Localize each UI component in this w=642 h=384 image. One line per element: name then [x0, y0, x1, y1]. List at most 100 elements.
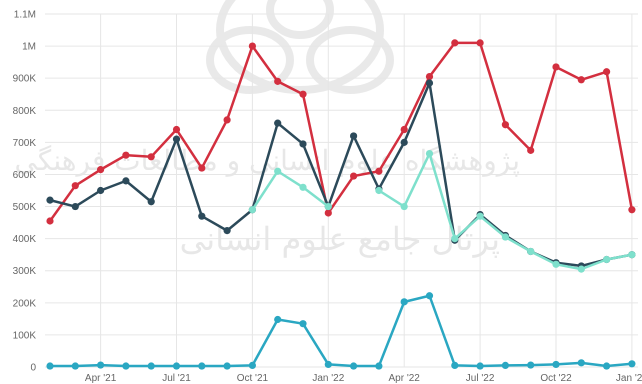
series-point[interactable] — [425, 79, 434, 87]
y-tick-label: 200K — [13, 298, 37, 309]
series-point[interactable] — [274, 315, 282, 324]
series-point[interactable] — [628, 360, 636, 368]
series-point[interactable] — [248, 42, 256, 50]
series-point[interactable] — [97, 361, 105, 369]
series-point[interactable] — [274, 119, 282, 127]
series-point[interactable] — [71, 202, 79, 211]
series-point[interactable] — [375, 186, 383, 195]
series-point[interactable] — [350, 362, 358, 370]
series-point[interactable] — [375, 167, 383, 175]
series-point[interactable] — [172, 125, 181, 134]
y-tick-label: 800K — [13, 106, 37, 117]
series-point[interactable] — [527, 146, 535, 154]
x-tick-label: Jan '23 — [616, 373, 642, 384]
series-point[interactable] — [324, 202, 332, 211]
series-point[interactable] — [501, 121, 509, 129]
series-point[interactable] — [223, 227, 231, 235]
series-point[interactable] — [552, 360, 560, 369]
y-tick-label: 300K — [13, 266, 37, 277]
y-tick-label: 700K — [13, 138, 37, 149]
y-tick-label: 600K — [13, 170, 37, 181]
series-point[interactable] — [274, 77, 282, 85]
series-point[interactable] — [274, 167, 282, 175]
series-point[interactable] — [501, 361, 509, 369]
series-point[interactable] — [223, 116, 231, 124]
series-point[interactable] — [577, 359, 585, 367]
series-point[interactable] — [122, 362, 130, 370]
series-point[interactable] — [425, 292, 434, 300]
series-point[interactable] — [400, 298, 408, 306]
series-point[interactable] — [299, 140, 307, 148]
series-point[interactable] — [552, 260, 560, 268]
series-point[interactable] — [299, 183, 307, 191]
series-point[interactable] — [476, 362, 484, 370]
series-point[interactable] — [603, 362, 611, 370]
series-point[interactable] — [603, 68, 611, 76]
x-tick-label: Jul '21 — [162, 373, 191, 384]
series-point[interactable] — [248, 361, 256, 369]
series-point[interactable] — [476, 39, 484, 47]
series-point[interactable] — [476, 212, 484, 220]
series-point[interactable] — [628, 251, 636, 259]
series-point[interactable] — [425, 72, 434, 81]
x-tick-label: Jan '22 — [312, 373, 344, 384]
series-point[interactable] — [527, 247, 535, 256]
series-point[interactable] — [172, 135, 181, 143]
series-point[interactable] — [451, 235, 459, 243]
x-tick-label: Oct '21 — [237, 373, 269, 384]
series-point[interactable] — [122, 151, 130, 159]
series-point[interactable] — [97, 186, 105, 195]
series-point[interactable] — [71, 362, 79, 370]
series-point[interactable] — [350, 132, 358, 140]
y-tick-label: 400K — [13, 234, 37, 245]
series-point[interactable] — [628, 206, 636, 214]
y-tick-label: 0 — [30, 363, 36, 374]
series-point[interactable] — [324, 209, 332, 217]
series-point[interactable] — [198, 164, 206, 172]
series-point[interactable] — [198, 212, 206, 220]
y-tick-label: 1.1M — [14, 10, 36, 21]
series-point[interactable] — [172, 362, 181, 370]
series-point[interactable] — [451, 39, 459, 47]
series-point[interactable] — [451, 361, 459, 369]
watermark-logo: پژوهشگاه علوم انسانی و مطالعات فرهنگی پر… — [15, 0, 520, 258]
series-point[interactable] — [603, 255, 611, 264]
series-point[interactable] — [46, 217, 54, 225]
series-point[interactable] — [147, 153, 155, 161]
series-point[interactable] — [248, 206, 256, 214]
series-point[interactable] — [223, 362, 231, 370]
y-tick-label: 100K — [13, 330, 37, 341]
series-point[interactable] — [97, 166, 105, 174]
series-point[interactable] — [46, 362, 54, 370]
series-point[interactable] — [147, 198, 155, 206]
y-tick-label: 900K — [13, 74, 37, 85]
series-point[interactable] — [527, 361, 535, 369]
series-line — [251, 169, 330, 212]
series-point[interactable] — [299, 320, 307, 328]
series-point[interactable] — [46, 196, 54, 204]
series-point[interactable] — [324, 360, 332, 369]
series-point[interactable] — [350, 172, 358, 180]
series-point[interactable] — [400, 125, 408, 134]
series-point[interactable] — [147, 362, 155, 370]
x-tick-label: Apr '21 — [85, 373, 117, 384]
series-point[interactable] — [552, 63, 560, 71]
series-point[interactable] — [299, 90, 307, 98]
series-point[interactable] — [375, 362, 383, 370]
y-tick-label: 500K — [13, 202, 37, 213]
series-point[interactable] — [501, 233, 509, 241]
series-point[interactable] — [400, 202, 408, 211]
series-line — [48, 41, 634, 223]
series-point[interactable] — [198, 362, 206, 370]
series-point[interactable] — [577, 76, 585, 84]
series-point[interactable] — [577, 265, 585, 273]
y-tick-label: 1M — [22, 42, 36, 53]
series-point[interactable] — [71, 182, 79, 190]
series-point[interactable] — [122, 177, 130, 185]
x-tick-label: Apr '22 — [389, 373, 421, 384]
series-point[interactable] — [400, 138, 408, 146]
x-tick-label: Oct '22 — [540, 373, 572, 384]
series-point[interactable] — [425, 149, 434, 158]
